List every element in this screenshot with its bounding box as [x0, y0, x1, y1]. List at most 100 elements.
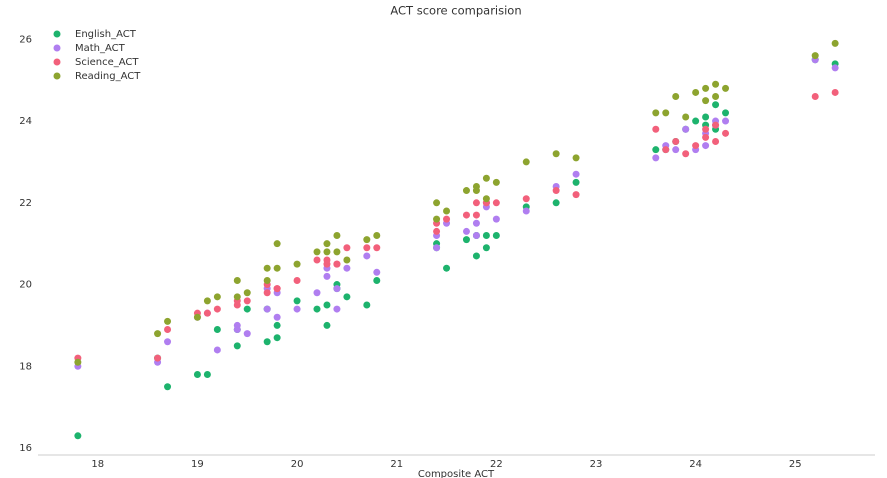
scatter-point — [831, 39, 839, 47]
scatter-point — [363, 236, 371, 244]
scatter-point — [692, 142, 700, 150]
scatter-point — [472, 199, 480, 207]
scatter-point — [313, 256, 321, 264]
x-tick-label: 20 — [291, 459, 304, 470]
scatter-point — [213, 293, 221, 301]
scatter-point — [552, 150, 560, 158]
scatter-point — [831, 64, 839, 72]
scatter-point — [492, 178, 500, 186]
legend-label: Reading_ACT — [75, 71, 141, 82]
scatter-point — [433, 199, 441, 207]
scatter-point — [233, 293, 241, 301]
scatter-point — [472, 232, 480, 240]
scatter-point — [363, 244, 371, 252]
scatter-point — [154, 354, 162, 362]
scatter-point — [233, 326, 241, 334]
scatter-point — [712, 93, 720, 101]
scatter-point — [702, 97, 710, 105]
scatter-point — [243, 305, 251, 313]
scatter-point — [572, 191, 580, 199]
scatter-point — [482, 232, 490, 240]
scatter-point — [233, 342, 241, 350]
y-tick-label: 20 — [19, 280, 32, 291]
scatter-point — [164, 317, 172, 325]
scatter-point — [702, 142, 710, 150]
x-axis-label: Composite ACT — [418, 469, 495, 478]
scatter-point — [333, 305, 341, 313]
legend-marker — [53, 72, 61, 80]
scatter-point — [343, 244, 351, 252]
scatter-point — [373, 268, 381, 276]
scatter-point — [333, 248, 341, 256]
scatter-point — [572, 178, 580, 186]
scatter-point — [472, 187, 480, 195]
scatter-point — [462, 236, 470, 244]
scatter-point — [712, 80, 720, 88]
x-tick-label: 24 — [689, 459, 702, 470]
scatter-point — [443, 215, 451, 223]
scatter-point — [373, 232, 381, 240]
scatter-point — [702, 84, 710, 92]
x-tick-label: 18 — [91, 459, 104, 470]
scatter-point — [363, 301, 371, 309]
scatter-point — [702, 125, 710, 133]
scatter-point — [811, 93, 819, 101]
scatter-point — [343, 264, 351, 272]
scatter-point — [682, 113, 690, 121]
scatter-point — [273, 334, 281, 342]
scatter-point — [323, 321, 331, 329]
scatter-point — [472, 219, 480, 227]
scatter-point — [263, 264, 271, 272]
scatter-point — [243, 297, 251, 305]
scatter-point — [273, 285, 281, 293]
scatter-point — [164, 338, 172, 346]
x-tick-label: 22 — [490, 459, 503, 470]
scatter-point — [323, 240, 331, 248]
scatter-point — [572, 170, 580, 178]
scatter-point — [273, 240, 281, 248]
scatter-point — [373, 244, 381, 252]
scatter-point — [343, 256, 351, 264]
y-tick-label: 18 — [19, 361, 32, 372]
y-tick-label: 26 — [19, 34, 32, 45]
scatter-point — [263, 305, 271, 313]
y-tick-label: 24 — [19, 116, 32, 127]
scatter-point — [652, 146, 660, 154]
scatter-point — [213, 326, 221, 334]
y-tick-label: 22 — [19, 198, 32, 209]
scatter-point — [522, 207, 530, 215]
scatter-point — [722, 109, 730, 117]
y-tick-label: 16 — [19, 443, 32, 454]
scatter-point — [263, 276, 271, 284]
scatter-point — [263, 289, 271, 297]
scatter-point — [433, 227, 441, 235]
scatter-point — [652, 154, 660, 162]
scatter-point — [164, 383, 172, 391]
scatter-point — [323, 301, 331, 309]
legend-marker — [53, 58, 61, 66]
x-tick-label: 21 — [390, 459, 403, 470]
scatter-point — [293, 305, 301, 313]
legend-label: Math_ACT — [75, 43, 126, 54]
scatter-point — [273, 264, 281, 272]
scatter-point — [712, 101, 720, 109]
scatter-point — [552, 199, 560, 207]
scatter-point — [154, 330, 162, 338]
scatter-point — [672, 137, 680, 145]
scatter-point — [652, 125, 660, 133]
scatter-point — [293, 276, 301, 284]
scatter-point — [552, 187, 560, 195]
scatter-point — [702, 133, 710, 141]
scatter-point — [243, 330, 251, 338]
scatter-point — [333, 232, 341, 240]
scatter-point — [462, 211, 470, 219]
scatter-point — [712, 137, 720, 145]
x-tick-label: 25 — [789, 459, 802, 470]
scatter-point — [682, 125, 690, 133]
scatter-point — [522, 195, 530, 203]
scatter-point — [652, 109, 660, 117]
scatter-point — [482, 174, 490, 182]
scatter-point — [193, 370, 201, 378]
scatter-point — [831, 88, 839, 96]
